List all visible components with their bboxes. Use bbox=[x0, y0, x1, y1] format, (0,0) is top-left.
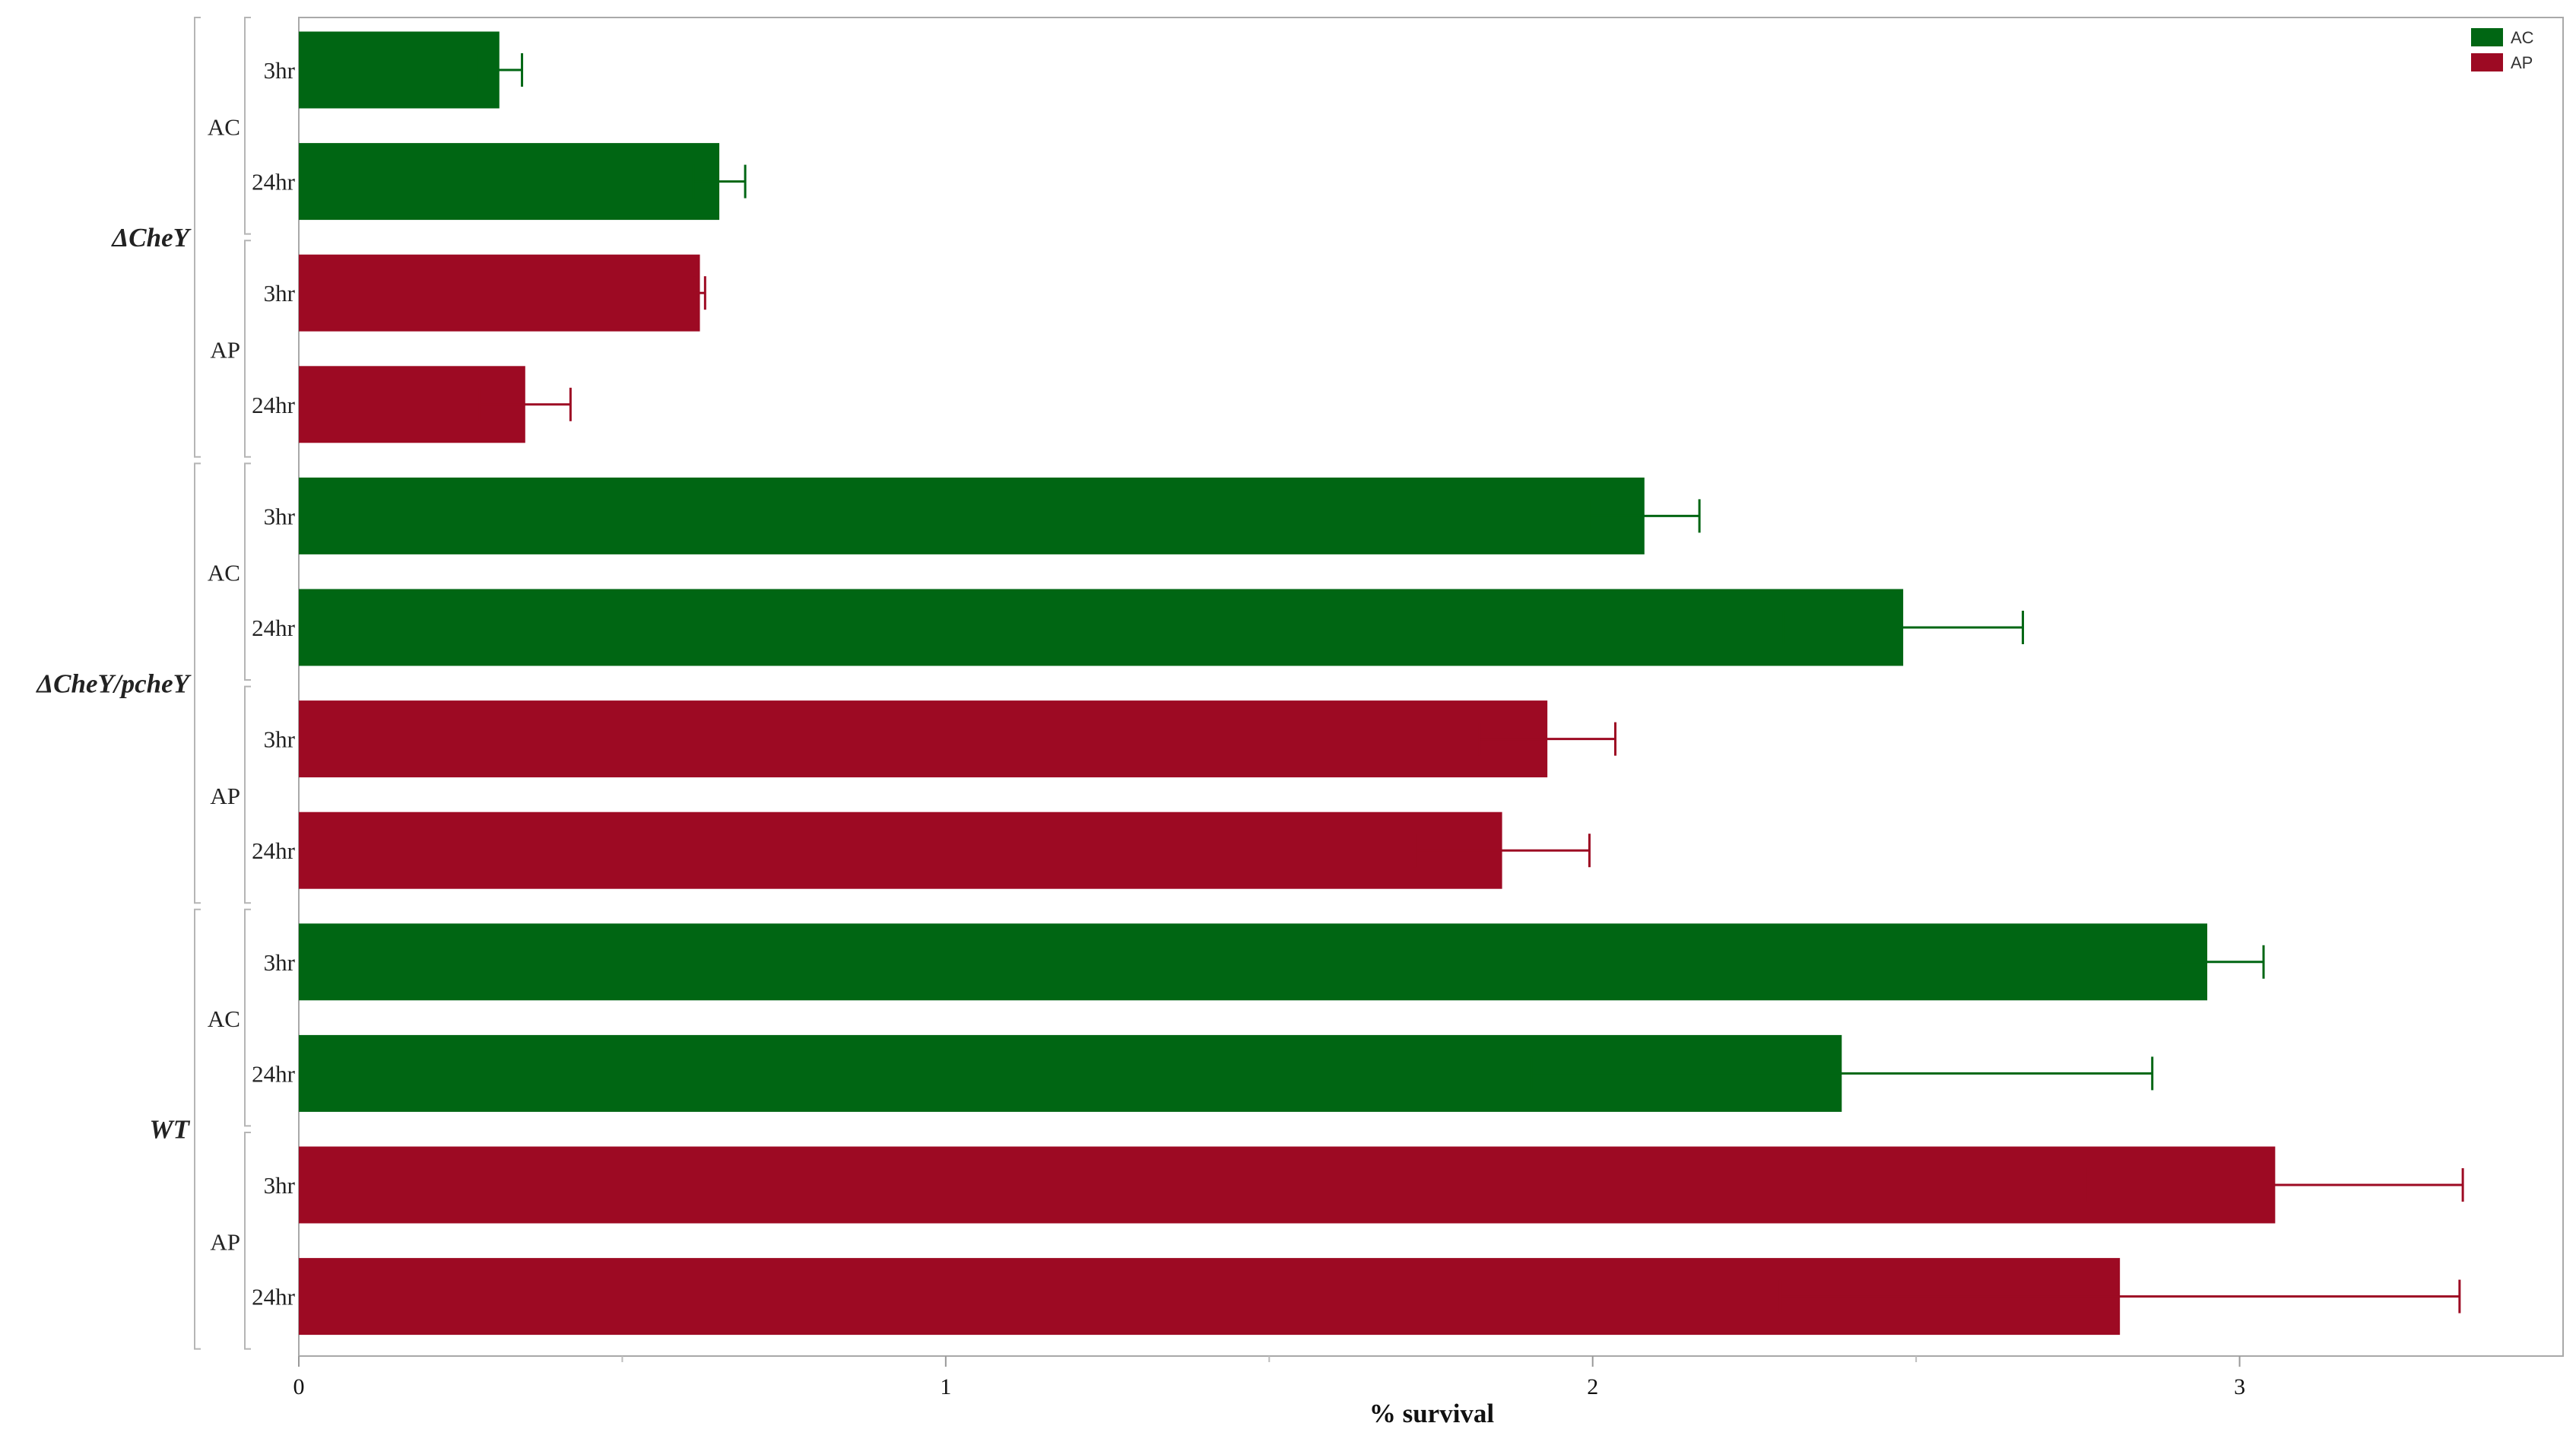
bar-g1-ap-3hr bbox=[299, 700, 1548, 778]
bar-g0-ac-3hr bbox=[299, 31, 500, 109]
x-tick-label-0: 0 bbox=[293, 1374, 305, 1399]
bar-label-g2-ap-24hr: 24hr bbox=[252, 1284, 296, 1310]
bar-g0-ac-24hr bbox=[299, 143, 720, 221]
group-brackets bbox=[194, 17, 251, 1350]
legend-label-ap: AP bbox=[2511, 53, 2533, 72]
group-label-wt: WT bbox=[150, 1115, 191, 1145]
legend-label-ac: AC bbox=[2511, 28, 2534, 47]
bar-label-g0-ap-3hr: 3hr bbox=[264, 280, 296, 307]
error-bar-g1-ac-24hr bbox=[1782, 611, 2025, 644]
subgroup-label-g1-ap: AP bbox=[210, 783, 240, 809]
error-bar-g0-ac-3hr bbox=[475, 53, 524, 87]
error-bars bbox=[475, 53, 2464, 1313]
bar-label-g2-ap-3hr: 3hr bbox=[264, 1172, 296, 1199]
x-axis-title: % survival bbox=[1369, 1399, 1495, 1428]
error-bar-g2-ap-24hr bbox=[1778, 1279, 2461, 1313]
group-bracket-g2 bbox=[194, 908, 201, 1350]
subgroup-label-g2-ac: AC bbox=[208, 1005, 240, 1032]
subgroup-bracket-g0-ac bbox=[244, 17, 251, 235]
plot-frame bbox=[298, 17, 2564, 1357]
subgroup-label-g2-ap: AP bbox=[210, 1228, 240, 1255]
error-bar-g2-ac-24hr bbox=[1530, 1056, 2154, 1091]
group-bracket-g0 bbox=[194, 17, 201, 458]
legend: AC AP bbox=[2471, 28, 2534, 72]
subgroup-bracket-g1-ac bbox=[244, 462, 251, 681]
bar-g1-ap-24hr bbox=[299, 812, 1502, 889]
group-bracket-g1 bbox=[194, 462, 201, 904]
bar-label-g1-ap-24hr: 24hr bbox=[252, 837, 296, 864]
bar-g2-ac-3hr bbox=[299, 923, 2208, 1001]
legend-swatch-ac bbox=[2471, 28, 2503, 46]
x-tick-label-2: 2 bbox=[1587, 1374, 1598, 1399]
error-bar-g0-ac-24hr bbox=[692, 164, 747, 199]
bar-label-g0-ac-3hr: 3hr bbox=[264, 57, 296, 84]
error-bar-g2-ap-3hr bbox=[2086, 1168, 2464, 1202]
error-bar-g0-ap-3hr bbox=[693, 276, 706, 310]
subgroup-bracket-g2-ap bbox=[244, 1132, 251, 1350]
error-bar-g2-ac-3hr bbox=[2149, 945, 2265, 979]
bar-g1-ac-3hr bbox=[299, 477, 1645, 554]
bar-label-g0-ac-24hr: 24hr bbox=[252, 169, 296, 195]
subgroup-bracket-g1-ap bbox=[244, 685, 251, 904]
category-labels: 3hr 24hr AC 3hr 24hr AP ΔCheY 3hr 24hr AC 3hr 24hr A… bbox=[35, 57, 295, 1310]
x-tick-label-1: 1 bbox=[940, 1374, 951, 1399]
bar-label-g1-ac-24hr: 24hr bbox=[252, 615, 296, 641]
subgroup-label-g1-ac: AC bbox=[208, 560, 240, 586]
error-bar-g1-ap-24hr bbox=[1413, 834, 1591, 868]
subgroup-bracket-g0-ap bbox=[244, 240, 251, 458]
subgroup-label-g0-ap: AP bbox=[210, 337, 240, 364]
bar-g1-ac-24hr bbox=[299, 589, 1904, 666]
bar-label-g0-ap-24hr: 24hr bbox=[252, 392, 296, 418]
x-tick-label-3: 3 bbox=[2234, 1374, 2245, 1399]
bar-label-g1-ac-3hr: 3hr bbox=[264, 503, 296, 529]
subgroup-bracket-g2-ac bbox=[244, 908, 251, 1127]
group-label-chey: ΔCheY bbox=[110, 223, 192, 253]
bar-label-g1-ap-3hr: 3hr bbox=[264, 726, 296, 753]
error-bar-g1-ac-3hr bbox=[1588, 499, 1701, 533]
error-bar-g1-ap-3hr bbox=[1478, 722, 1616, 756]
bar-label-g2-ac-24hr: 24hr bbox=[252, 1060, 296, 1087]
legend-swatch-ap bbox=[2471, 53, 2503, 71]
subgroup-label-g0-ac: AC bbox=[208, 113, 240, 140]
bar-label-g2-ac-3hr: 3hr bbox=[264, 949, 296, 976]
group-label-chey-pchey: ΔCheY/pcheY bbox=[35, 669, 192, 698]
x-axis: 0 1 2 3 bbox=[293, 1356, 2245, 1399]
bar-g0-ap-3hr bbox=[299, 254, 700, 332]
bar-g2-ap-3hr bbox=[299, 1146, 2276, 1224]
bars bbox=[299, 31, 2276, 1336]
error-bar-g0-ap-24hr bbox=[478, 387, 572, 421]
